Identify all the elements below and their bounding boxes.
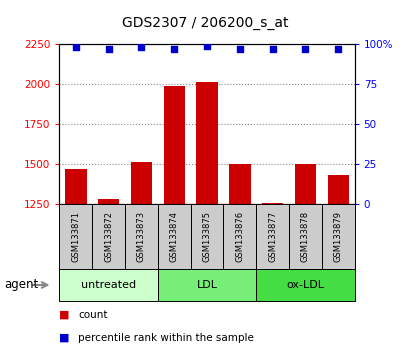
Bar (223, 204, 256, 269)
Bar (157, 269, 256, 301)
Bar (65, 169, 86, 204)
Text: GSM133878: GSM133878 (300, 211, 309, 262)
Point (171, 46, 177, 52)
Bar (256, 204, 288, 269)
Point (236, 46, 243, 52)
Bar (59, 269, 157, 301)
Text: LDL: LDL (196, 280, 217, 290)
Text: GSM133871: GSM133871 (71, 211, 80, 262)
Text: count: count (78, 310, 107, 320)
Point (105, 46, 112, 52)
Point (72, 45, 79, 50)
Bar (190, 204, 223, 269)
Bar (130, 162, 152, 204)
Text: ■: ■ (59, 333, 70, 343)
Text: GDS2307 / 206200_s_at: GDS2307 / 206200_s_at (121, 16, 288, 30)
Text: GSM133873: GSM133873 (137, 211, 146, 262)
Point (138, 45, 144, 50)
Point (301, 46, 308, 52)
Bar (256, 269, 354, 301)
Text: GSM133874: GSM133874 (169, 211, 178, 262)
Bar (157, 204, 190, 269)
Bar (125, 204, 157, 269)
Point (269, 46, 275, 52)
Bar (229, 164, 250, 204)
Bar (163, 86, 184, 204)
Bar (294, 164, 315, 204)
Bar (59, 204, 92, 269)
Text: GSM133877: GSM133877 (267, 211, 276, 262)
Text: ox-LDL: ox-LDL (286, 280, 324, 290)
Bar (321, 204, 354, 269)
Text: agent: agent (4, 279, 38, 291)
Bar (92, 204, 125, 269)
Text: untreated: untreated (81, 280, 136, 290)
Text: percentile rank within the sample: percentile rank within the sample (78, 333, 253, 343)
Point (203, 43, 210, 48)
Text: GSM133875: GSM133875 (202, 211, 211, 262)
Bar (261, 203, 283, 204)
Bar (327, 175, 348, 204)
Text: GSM133876: GSM133876 (235, 211, 244, 262)
Bar (98, 199, 119, 204)
Text: ■: ■ (59, 310, 70, 320)
Bar (196, 82, 217, 204)
Point (334, 46, 341, 52)
Bar (288, 204, 321, 269)
Text: GSM133872: GSM133872 (104, 211, 113, 262)
Text: GSM133879: GSM133879 (333, 211, 342, 262)
